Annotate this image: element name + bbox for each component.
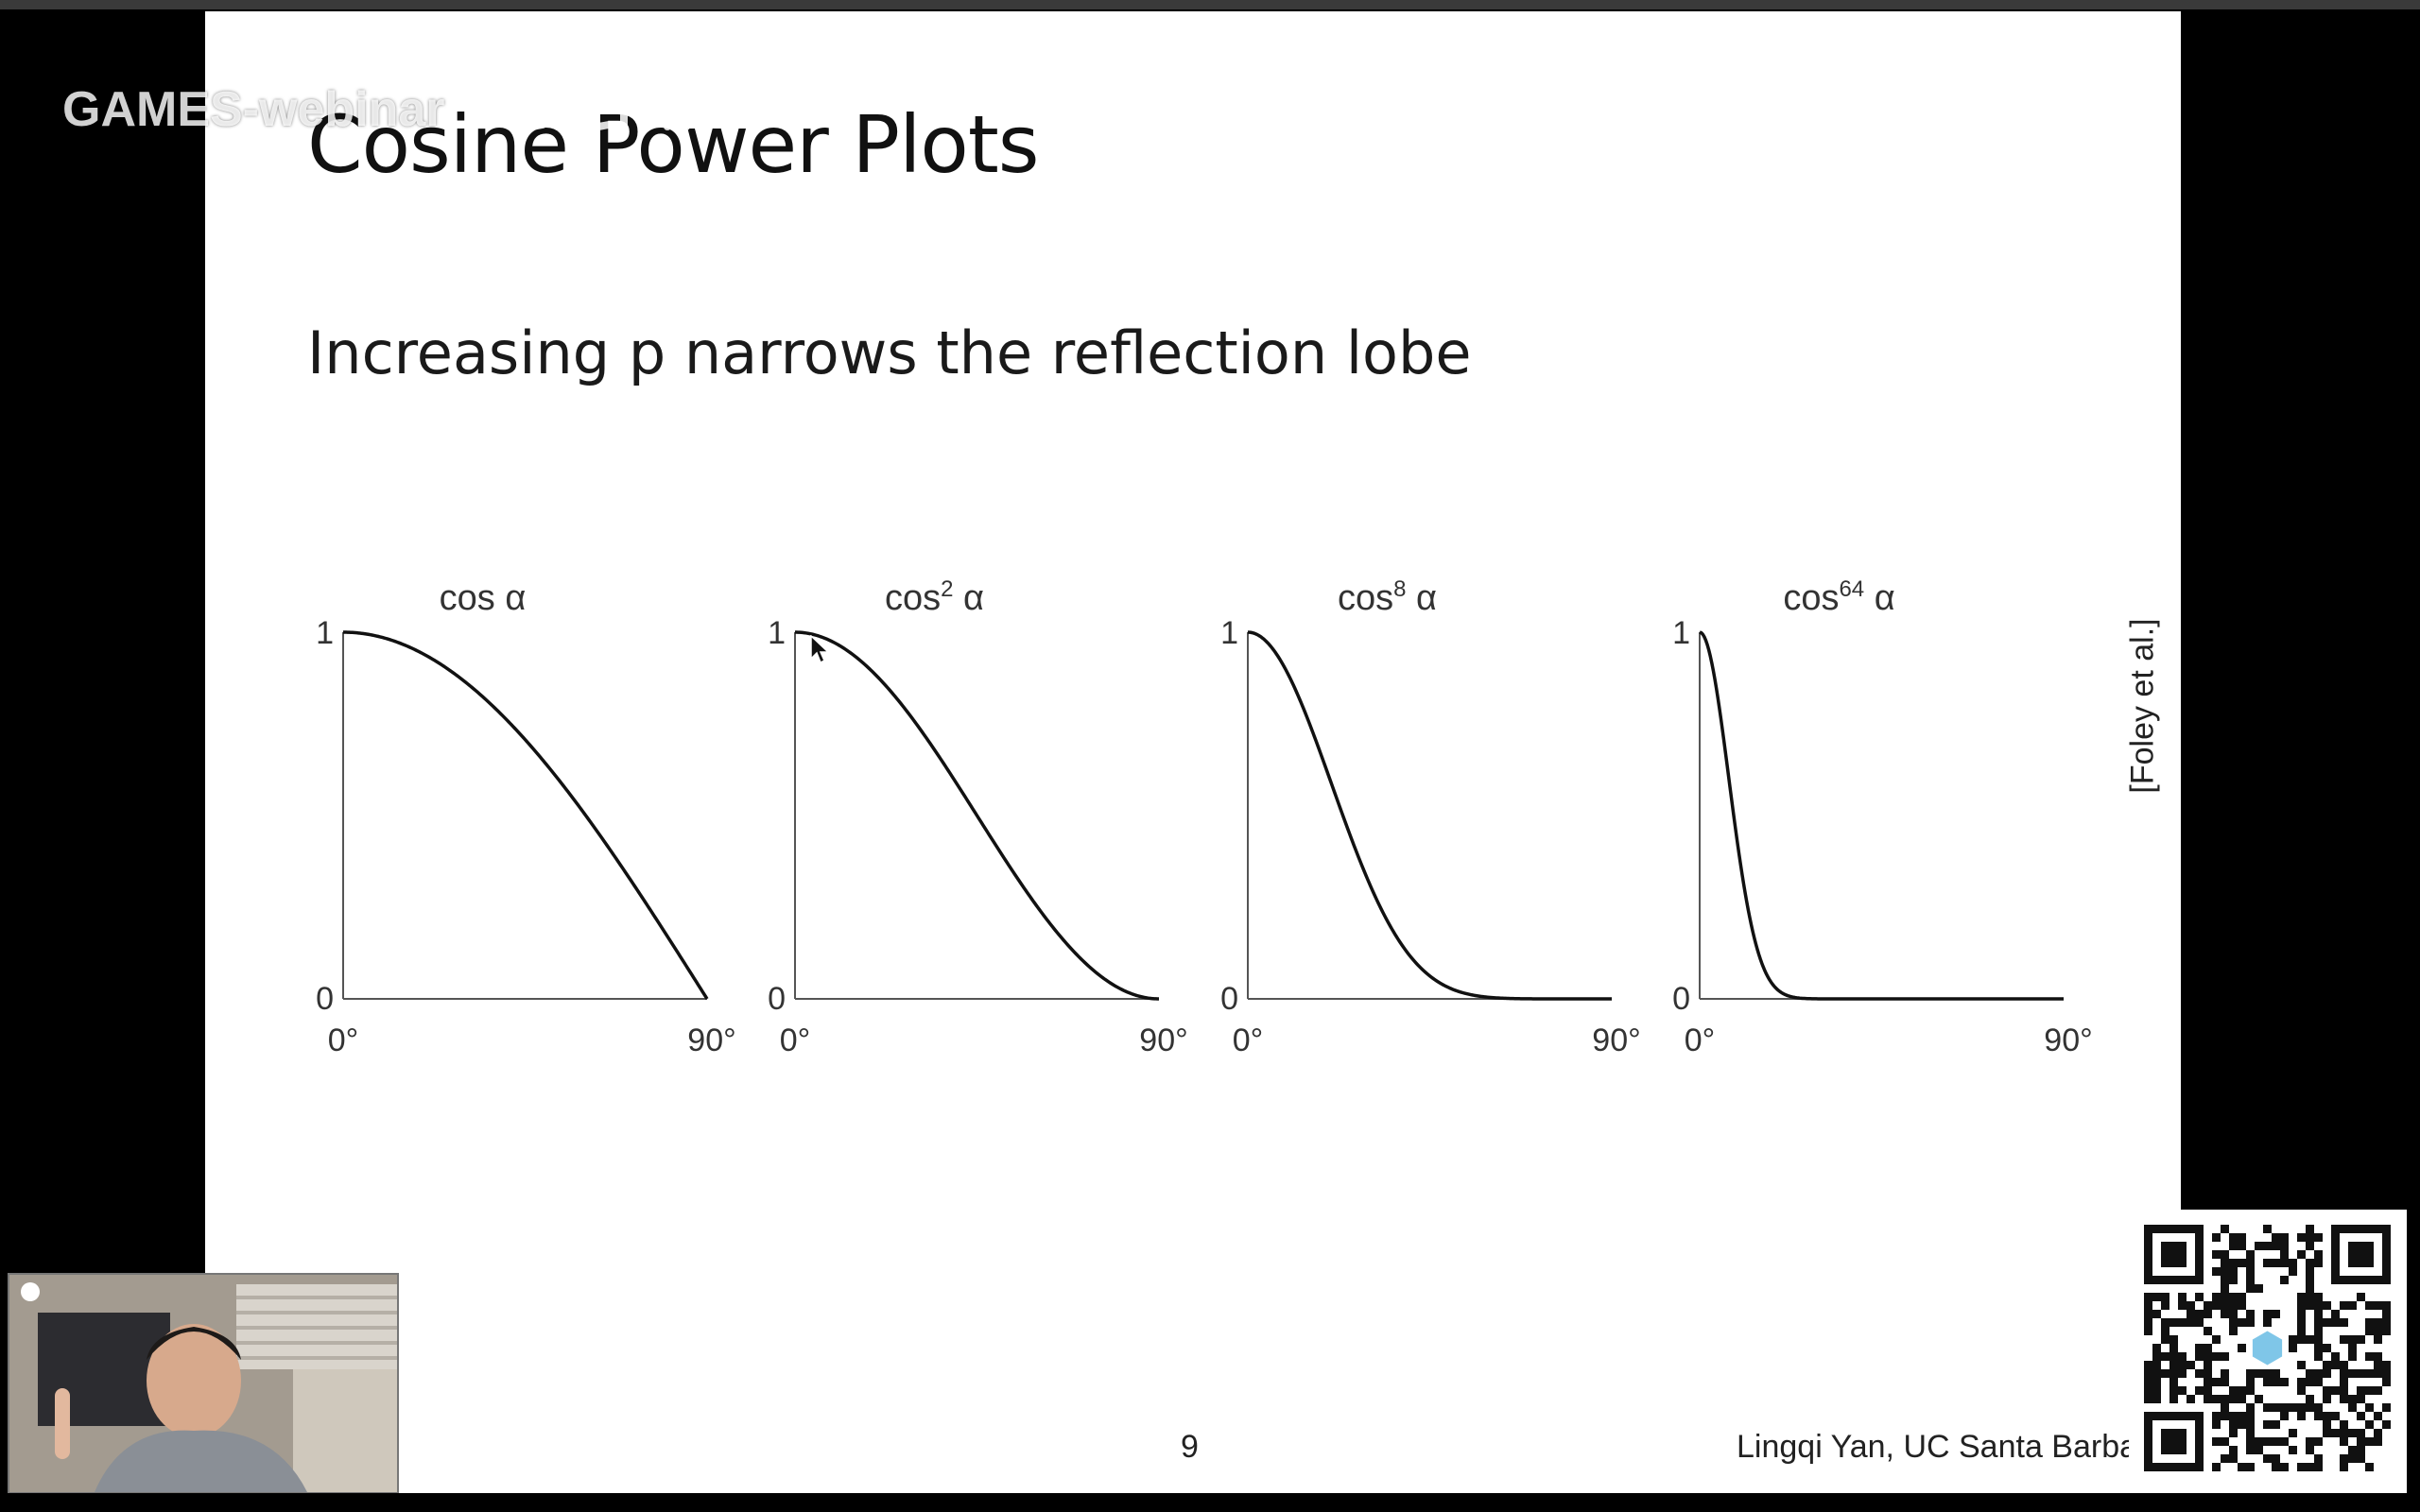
window-top-strip — [0, 0, 2420, 9]
x-tick-label: 0° — [328, 1022, 359, 1058]
plot-title: cos64 α — [1783, 576, 1894, 618]
mouse-cursor-icon — [810, 635, 830, 664]
presenter-webcam[interactable] — [8, 1273, 399, 1494]
footer-author: Lingqi Yan, UC Santa Barbar — [1737, 1429, 2149, 1465]
slide-subtitle: Increasing p narrows the reflection lobe — [307, 318, 1472, 387]
plot-curve — [1699, 630, 2065, 1001]
x-tick-label: 0° — [1685, 1022, 1716, 1058]
page-number: 9 — [1181, 1429, 1199, 1465]
y-tick-label: 1 — [768, 615, 786, 651]
x-tick-label: 90° — [1139, 1022, 1187, 1058]
slide: Cosine Power Plots Increasing p narrows … — [205, 11, 2181, 1493]
bilibili-logo-icon — [509, 57, 690, 133]
x-tick-label: 0° — [1233, 1022, 1264, 1058]
y-tick-label: 1 — [1672, 615, 1690, 651]
watermark: GAMES-webinar — [62, 82, 445, 137]
plot-curve — [794, 630, 1160, 1001]
plot-title: cos2 α — [885, 576, 984, 618]
y-tick-label: 0 — [1672, 981, 1690, 1017]
x-tick-label: 90° — [687, 1022, 735, 1058]
plot-curve — [342, 630, 709, 1000]
x-tick-label: 0° — [780, 1022, 811, 1058]
plot-title: cos8 α — [1338, 576, 1437, 618]
plot-title: cos α — [440, 578, 527, 618]
qr-code-icon — [2144, 1225, 2391, 1471]
window-bottom-strip — [0, 1493, 2420, 1512]
slide-title: Cosine Power Plots — [307, 98, 1040, 191]
y-tick-label: 0 — [316, 981, 334, 1017]
y-tick-label: 1 — [316, 615, 334, 651]
y-tick-label: 0 — [768, 981, 786, 1017]
x-tick-label: 90° — [1592, 1022, 1640, 1058]
y-tick-label: 0 — [1220, 981, 1238, 1017]
x-tick-label: 90° — [2044, 1022, 2092, 1058]
citation: [Foley et al.] — [2124, 618, 2161, 794]
cosine-power-plots: cos α 0 1 0° 90° cos2 α 0 1 0° 90° cos8 α 0 1 0° 90° co… — [316, 576, 2093, 1058]
plot-curve — [1247, 630, 1613, 1001]
presenter-video-icon — [9, 1275, 397, 1492]
y-tick-label: 1 — [1220, 615, 1238, 651]
qr-code-panel[interactable] — [2129, 1210, 2407, 1497]
